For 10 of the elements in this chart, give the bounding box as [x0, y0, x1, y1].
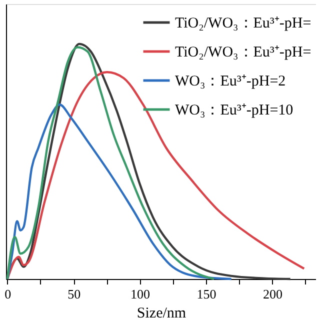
x-axis-title: Size/nm	[136, 306, 186, 320]
x-tick-label: 200	[263, 286, 283, 302]
legend-label: WO₃：Eu³⁺-pH=10	[175, 102, 294, 118]
x-tick-label: 0	[4, 286, 12, 302]
x-tick-label: 150	[196, 286, 216, 302]
x-tick-label: 50	[68, 286, 81, 302]
legend-label: TiO₂/WO₃：Eu³⁺-pH=	[175, 44, 312, 60]
legend-label: TiO₂/WO₃：Eu³⁺-pH=	[175, 16, 312, 32]
legend-label: WO₃：Eu³⁺-pH=2	[175, 74, 286, 90]
x-tick-label: 100	[130, 286, 150, 302]
